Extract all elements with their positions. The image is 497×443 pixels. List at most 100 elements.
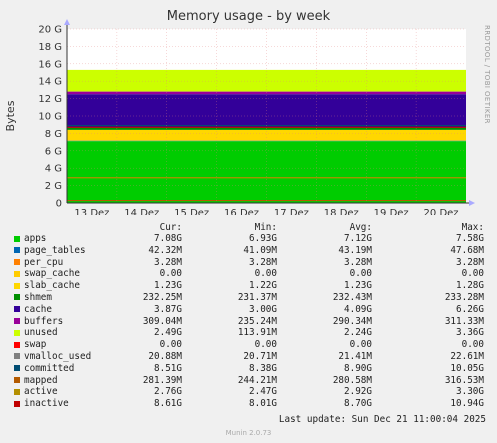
- legend-row: swap 0.00 0.00 0.00 0.00: [8, 339, 484, 351]
- legend-swatch: [14, 270, 20, 277]
- legend-label: per_cpu: [24, 256, 64, 268]
- x-tick-label: 19 Dez: [374, 208, 409, 215]
- legend-min: 113.91M: [237, 327, 277, 339]
- legend-swatch: [14, 388, 20, 395]
- legend-avg: 8.70G: [344, 398, 372, 410]
- legend-swatch: [14, 294, 20, 301]
- legend-name: apps: [8, 233, 120, 245]
- y-tick-label: 18 G: [38, 42, 62, 53]
- legend-row: cache 3.87G 3.00G 4.09G 6.26G: [8, 304, 484, 316]
- legend-max: 47.68M: [450, 244, 484, 256]
- y-tick-label: 4 G: [45, 164, 62, 175]
- legend-avg: 43.19M: [338, 244, 372, 256]
- legend-name: per_cpu: [8, 257, 120, 269]
- legend-row: inactive 8.61G 8.01G 8.70G 10.94G: [8, 398, 484, 410]
- y-tick-label: 14 G: [38, 77, 62, 88]
- legend-min: 20.71M: [243, 350, 277, 362]
- legend-swatch: [14, 306, 20, 313]
- legend-min: 3.00G: [249, 303, 277, 315]
- legend-name: vmalloc_used: [8, 351, 120, 363]
- legend-name: page_tables: [8, 245, 120, 257]
- y-tick-label: 16 G: [38, 59, 62, 70]
- legend-name: buffers: [8, 316, 120, 328]
- legend-header-min: Min:: [254, 221, 277, 233]
- legend-max: 3.30G: [456, 386, 484, 398]
- legend-row: swap_cache 0.00 0.00 0.00 0.00: [8, 268, 484, 280]
- legend-row: mapped 281.39M 244.21M 280.58M 316.53M: [8, 375, 484, 387]
- legend-row: page_tables 42.32M 41.09M 43.19M 47.68M: [8, 245, 484, 257]
- legend-swatch: [14, 365, 20, 372]
- legend-row: unused 2.49G 113.91M 2.24G 3.36G: [8, 327, 484, 339]
- x-tick-label: 14 Dez: [124, 208, 159, 215]
- x-tick-label: 18 Dez: [324, 208, 359, 215]
- legend-swatch: [14, 353, 20, 360]
- legend-label: vmalloc_used: [24, 350, 92, 362]
- legend-row: slab_cache 1.23G 1.22G 1.23G 1.28G: [8, 280, 484, 292]
- legend-min: 244.21M: [237, 374, 277, 386]
- y-tick-label: 8 G: [45, 129, 62, 140]
- legend-swatch: [14, 259, 20, 266]
- legend-header-max: Max:: [461, 221, 484, 233]
- legend-row: active 2.76G 2.47G 2.92G 3.30G: [8, 386, 484, 398]
- legend-label: shmem: [24, 291, 52, 303]
- x-tick-label: 13 Dez: [74, 208, 109, 215]
- legend-swatch: [14, 329, 20, 336]
- x-tick-label: 15 Dez: [174, 208, 209, 215]
- legend-max: 233.28M: [444, 291, 484, 303]
- legend-max: 316.53M: [444, 374, 484, 386]
- legend-label: committed: [24, 362, 75, 374]
- legend-name: slab_cache: [8, 280, 120, 292]
- legend-min: 2.47G: [249, 386, 277, 398]
- legend-min: 0.00: [254, 339, 277, 351]
- legend-min: 8.38G: [249, 362, 277, 374]
- legend-cur: 42.32M: [148, 244, 182, 256]
- legend-min: 235.24M: [237, 315, 277, 327]
- legend-avg: 7.12G: [344, 233, 372, 244]
- legend-max: 3.36G: [456, 327, 484, 339]
- legend-header-cur: Cur:: [159, 221, 182, 233]
- legend-name: cache: [8, 304, 120, 316]
- legend-cur: 3.28M: [154, 256, 182, 268]
- legend-cur: 232.25M: [142, 291, 182, 303]
- memory-chart: 0 2 G 4 G 6 G 8 G 10 G 12 G 14 G 16 G 18 G 20 G 13 …: [4, 19, 475, 215]
- legend-label: cache: [24, 303, 52, 315]
- legend-cur: 8.51G: [154, 362, 182, 374]
- legend-header-row: Cur: Min: Avg: Max:: [8, 221, 484, 233]
- y-tick-label: 12 G: [38, 94, 62, 105]
- legend-table: Cur: Min: Avg: Max: apps 7.08G 6.93G 7.12G 7…: [8, 221, 484, 410]
- legend-row: apps 7.08G 6.93G 7.12G 7.58G: [8, 233, 484, 245]
- y-axis-label: Bytes: [4, 100, 17, 131]
- y-tick-label: 10 G: [38, 112, 62, 123]
- legend-name: swap: [8, 339, 120, 351]
- legend-swatch: [14, 247, 20, 254]
- legend-cur: 0.00: [159, 268, 182, 280]
- legend-name: active: [8, 386, 120, 398]
- legend-label: active: [24, 386, 58, 398]
- y-tick-label: 6 G: [45, 146, 62, 157]
- legend-max: 1.28G: [456, 280, 484, 292]
- legend-cur: 2.49G: [154, 327, 182, 339]
- legend-row: vmalloc_used 20.88M 20.71M 21.41M 22.61M: [8, 351, 484, 363]
- legend-swatch: [14, 377, 20, 384]
- legend-swatch: [14, 400, 20, 407]
- legend-max: 0.00: [461, 339, 484, 351]
- legend-max: 7.58G: [456, 233, 484, 244]
- legend-min: 0.00: [254, 268, 277, 280]
- y-tick-label: 2 G: [45, 181, 62, 192]
- legend-max: 6.26G: [456, 303, 484, 315]
- area-slab-cache: [67, 129, 466, 141]
- legend-min: 3.28M: [249, 256, 277, 268]
- legend-cur: 309.04M: [142, 315, 182, 327]
- legend-row: shmem 232.25M 231.37M 232.43M 233.28M: [8, 292, 484, 304]
- legend-label: mapped: [24, 374, 58, 386]
- rrdtool-credit: RRDTOOL / TOBI OETIKER: [483, 25, 491, 124]
- legend-cur: 0.00: [159, 339, 182, 351]
- legend-max: 311.33M: [444, 315, 484, 327]
- legend-row: per_cpu 3.28M 3.28M 3.28M 3.28M: [8, 257, 484, 269]
- last-update: Last update: Sun Dec 21 11:00:04 2025: [278, 414, 486, 425]
- legend-swatch: [14, 318, 20, 325]
- legend-max: 10.94G: [450, 398, 484, 410]
- legend-name: unused: [8, 327, 120, 339]
- legend-max: 22.61M: [450, 350, 484, 362]
- legend-name: shmem: [8, 292, 120, 304]
